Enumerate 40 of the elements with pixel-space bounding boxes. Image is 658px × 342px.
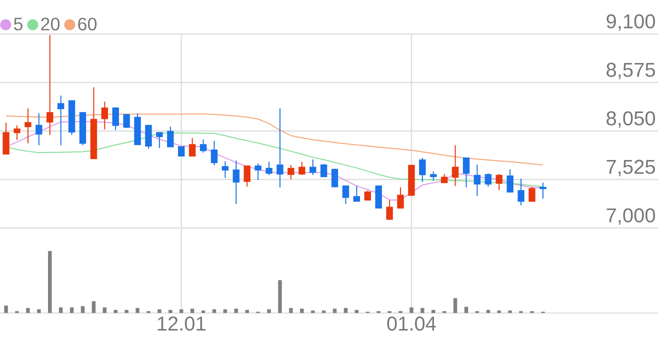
bar (354, 310, 359, 313)
bar (190, 308, 194, 313)
legend-label: 5 (14, 18, 22, 30)
y-tick-label: 7,000 (606, 208, 655, 225)
legend-label: 20 (41, 18, 60, 30)
bar (168, 310, 172, 313)
x-tick-label: 12.01 (158, 316, 206, 331)
bar (158, 309, 162, 313)
x-tick-label: 01.04 (387, 316, 436, 331)
legend-label: 60 (78, 18, 97, 30)
bar (453, 298, 458, 313)
bar (70, 307, 74, 313)
bar (344, 308, 348, 313)
y-tick-label: 7,525 (606, 160, 655, 176)
bar (267, 309, 271, 313)
bar (332, 308, 337, 313)
bar (26, 308, 30, 313)
bar (37, 309, 41, 313)
bar (289, 308, 293, 313)
bar (124, 310, 128, 313)
bar (48, 250, 52, 313)
bar (80, 306, 85, 313)
bar (102, 307, 107, 313)
bar (4, 306, 8, 313)
y-tick-label: 9,100 (606, 14, 655, 31)
bar (58, 307, 63, 313)
bar (278, 280, 282, 313)
bar (234, 308, 238, 313)
y-tick-label: 8,575 (606, 62, 655, 80)
bar (92, 301, 96, 313)
bar (300, 308, 304, 313)
bar (420, 308, 424, 313)
bar (486, 310, 490, 313)
bar (464, 306, 468, 313)
y-tick-label: 8,050 (606, 111, 655, 128)
bar (410, 307, 414, 313)
bar (136, 308, 140, 313)
bar (114, 310, 118, 313)
bar (245, 310, 249, 313)
bar (432, 310, 436, 313)
